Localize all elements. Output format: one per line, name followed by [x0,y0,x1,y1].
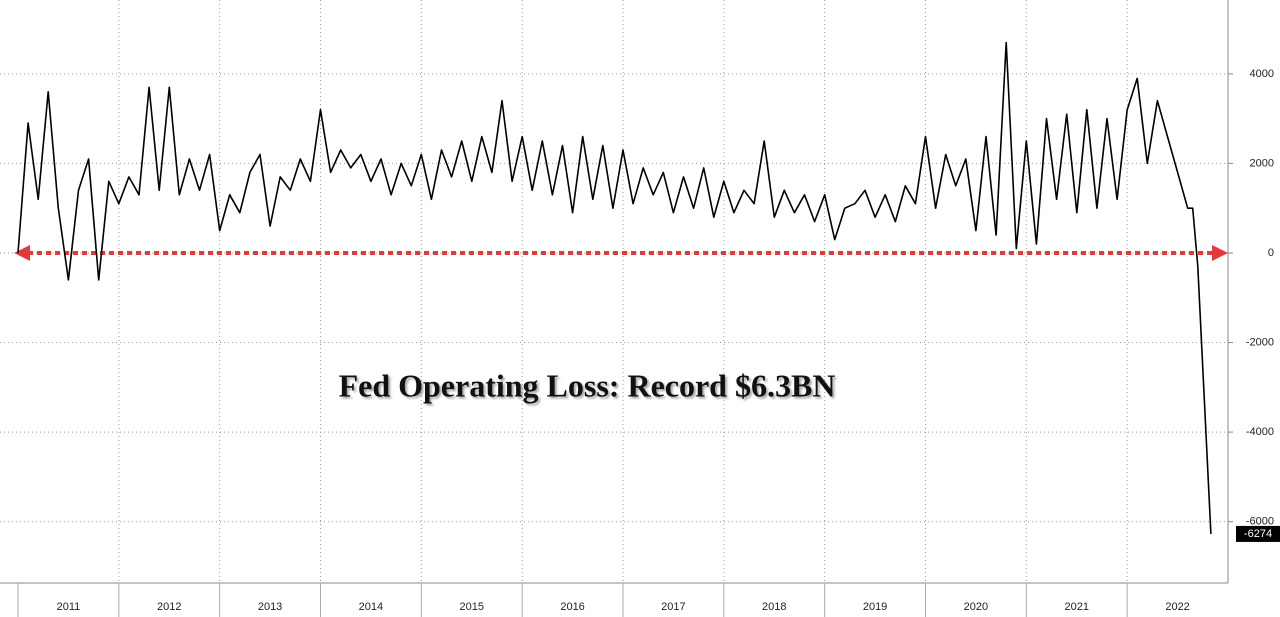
x-tick-label: 2018 [762,601,786,613]
x-tick-label: 2020 [964,601,988,613]
y-tick-label: 2000 [1250,157,1274,169]
x-tick-label: 2022 [1165,601,1189,613]
x-tick-label: 2019 [863,601,887,613]
x-tick-label: 2013 [258,601,282,613]
x-tick-label: 2014 [359,601,383,613]
x-tick-label: 2011 [57,601,81,613]
y-tick-label: -6000 [1246,516,1274,528]
y-tick-label: 0 [1268,247,1274,259]
data-line [17,41,1212,534]
x-tick-label: 2012 [157,601,181,613]
x-tick-label: 2021 [1065,601,1089,613]
chart-annotation: Fed Operating Loss: Record $6.3BN [339,367,836,403]
x-tick-label: 2017 [661,601,685,613]
x-tick-label: 2016 [560,601,584,613]
arrow-head [1212,245,1228,261]
last-value-box [1236,525,1280,542]
y-tick-label: -4000 [1246,426,1274,438]
y-tick-label: -2000 [1246,336,1274,348]
arrow-head [14,245,30,261]
x-tick-label: 2015 [460,601,484,613]
y-tick-label: 4000 [1250,68,1274,80]
last-value-label: -6274 [1244,528,1272,540]
